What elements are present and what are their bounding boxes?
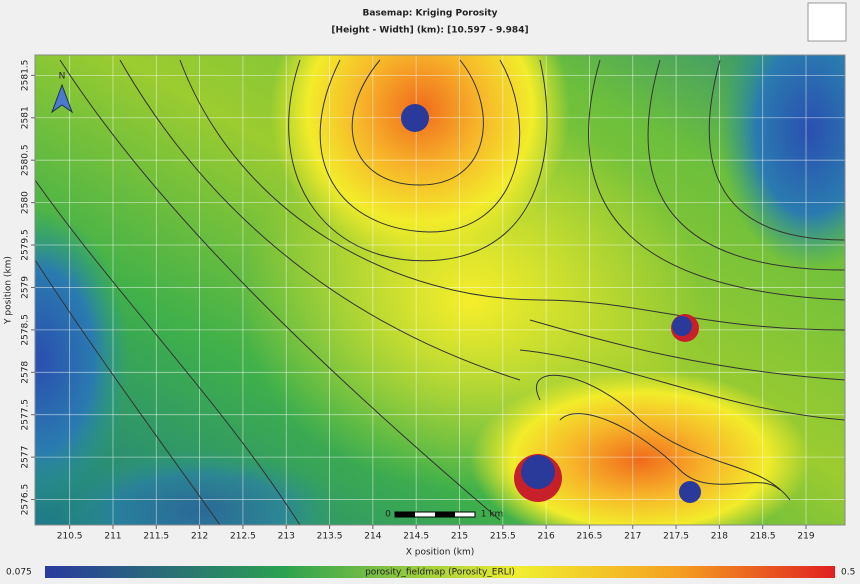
y-tick-label: 2576.5	[21, 484, 31, 515]
north-arrow	[50, 83, 74, 114]
y-axis-label: Y position (km)	[4, 256, 14, 325]
x-tick-label: 211.5	[143, 532, 169, 542]
x-tick-label: 219	[797, 532, 814, 542]
y-tick-label: 2577.5	[21, 399, 31, 431]
x-tick-label: 216.5	[577, 532, 603, 542]
x-tick-label: 215	[451, 532, 468, 542]
colorbar-label: porosity_fieldmap (Porosity_ERLI)	[365, 568, 515, 578]
nav-widget[interactable]	[807, 2, 847, 42]
y-tick-label: 2578.5	[21, 314, 31, 346]
y-tick-label: 2579.5	[21, 229, 31, 261]
x-tick-label: 214	[364, 532, 381, 542]
colorbar-max: 0.5	[841, 568, 855, 578]
x-tick-label: 212.5	[230, 532, 256, 542]
scale-label: 1 km	[481, 510, 504, 520]
map-title: Basemap: Kriging Porosity	[362, 9, 497, 19]
colorbar	[45, 566, 835, 578]
well-rose[interactable]	[672, 316, 692, 336]
colorbar-min: 0.075	[6, 568, 32, 578]
x-tick-label: 218	[711, 532, 728, 542]
y-tick-label: 2578	[21, 361, 31, 384]
y-tick-label: 2579	[21, 276, 31, 299]
well-rose[interactable]	[401, 104, 429, 132]
scale-label: 0	[385, 510, 391, 520]
x-axis-label: X position (km)	[406, 548, 475, 558]
well-rose[interactable]	[521, 455, 555, 489]
x-tick-label: 215.5	[490, 532, 516, 542]
scale-bar-seg	[395, 512, 415, 517]
x-tick-label: 216	[538, 532, 555, 542]
plot-frame	[34, 54, 846, 526]
map-subtitle: [Height - Width] (km): [10.597 - 9.984]	[331, 26, 528, 36]
y-tick-label: 2581.5	[21, 60, 31, 92]
north-label: N	[59, 72, 66, 82]
y-tick-label: 2580	[21, 191, 31, 214]
x-tick-label: 218.5	[750, 532, 776, 542]
x-tick-label: 212	[191, 532, 208, 542]
x-tick-label: 217	[624, 532, 641, 542]
scale-bar-seg	[435, 512, 455, 517]
porosity-field	[35, 55, 845, 525]
well-rose[interactable]	[679, 481, 701, 503]
x-tick-label: 211	[104, 532, 121, 542]
x-tick-label: 210.5	[57, 532, 83, 542]
y-tick-label: 2580.5	[21, 144, 31, 176]
x-tick-label: 213	[278, 532, 295, 542]
x-tick-label: 214.5	[403, 532, 429, 542]
x-tick-label: 217.5	[663, 532, 689, 542]
x-tick-label: 213.5	[317, 532, 343, 542]
y-tick-label: 2581	[21, 106, 31, 129]
y-tick-label: 2577	[21, 446, 31, 469]
